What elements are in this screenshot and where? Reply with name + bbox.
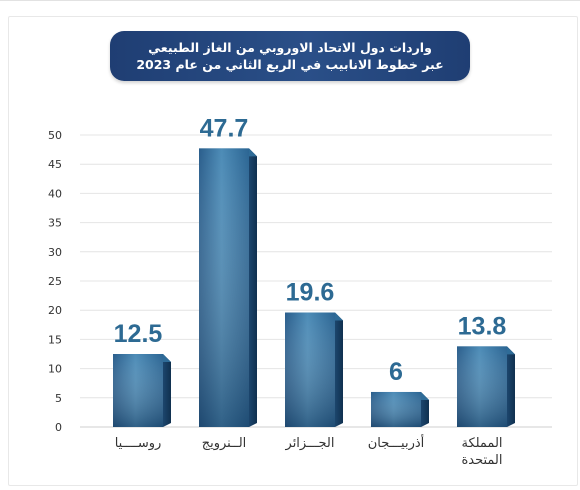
category-label: الجـــزائر <box>285 436 335 451</box>
y-tick-label: 50 <box>48 129 62 142</box>
y-tick-label: 15 <box>48 333 62 346</box>
bars <box>113 148 515 427</box>
category-label: أذربيـــجان <box>368 434 425 451</box>
value-label: 12.5 <box>114 320 163 348</box>
bar-side <box>163 354 171 427</box>
y-tick-label: 5 <box>55 392 62 405</box>
bar <box>285 312 343 427</box>
value-label: 6 <box>389 358 403 386</box>
bar <box>113 354 171 427</box>
bar-shade <box>285 312 335 427</box>
y-tick-label: 25 <box>48 275 62 288</box>
bar-shade <box>199 148 249 427</box>
x-axis: روســــيا الــنرويج الجـــزائر أذربيـــجان ا… <box>115 434 503 468</box>
bar-shade <box>457 346 507 427</box>
y-tick-label: 40 <box>48 187 62 200</box>
bar-shade <box>371 391 421 427</box>
category-label: المتحدة <box>461 453 502 468</box>
y-tick-label: 45 <box>48 158 62 171</box>
bar-shade <box>113 354 163 427</box>
bar <box>199 148 257 427</box>
y-tick-label: 20 <box>48 304 62 317</box>
value-label: 47.7 <box>200 114 249 142</box>
bar <box>371 391 429 427</box>
category-label: المملكة <box>461 436 502 451</box>
chart-title-box: واردات دول الاتحاد الاوروبي من الغاز الط… <box>110 31 470 81</box>
bar-side <box>507 346 515 427</box>
value-label: 13.8 <box>458 312 507 340</box>
y-axis: 0 5 10 15 20 25 30 35 40 45 50 <box>48 129 62 434</box>
bar-side <box>335 312 343 427</box>
category-label: روســــيا <box>115 436 162 451</box>
chart-title-line2: عبر خطوط الانابيب في الربع الثاني من عام… <box>136 57 444 72</box>
y-tick-label: 30 <box>48 246 62 259</box>
bar-side <box>421 391 429 427</box>
y-tick-label: 0 <box>55 421 62 434</box>
value-labels: 12.5 47.7 19.6 6 13.8 <box>114 114 507 386</box>
y-tick-label: 10 <box>48 363 62 376</box>
bar <box>457 346 515 427</box>
bar-side <box>249 148 257 427</box>
category-label: الــنرويج <box>202 436 247 451</box>
y-tick-label: 35 <box>48 217 62 230</box>
chart-title-line1: واردات دول الاتحاد الاوروبي من الغاز الط… <box>148 40 432 55</box>
value-label: 19.6 <box>286 279 335 307</box>
